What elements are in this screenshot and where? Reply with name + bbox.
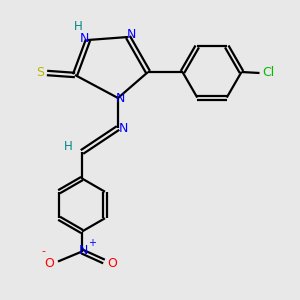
Text: N: N xyxy=(118,122,128,134)
Text: O: O xyxy=(107,257,117,270)
Text: H: H xyxy=(74,20,82,34)
Text: S: S xyxy=(36,65,44,79)
Text: Cl: Cl xyxy=(262,67,274,80)
Text: H: H xyxy=(64,140,72,152)
Text: N: N xyxy=(79,32,89,46)
Text: N: N xyxy=(115,92,125,106)
Text: N: N xyxy=(78,244,88,257)
Text: O: O xyxy=(44,257,54,270)
Text: N: N xyxy=(126,28,136,41)
Text: -: - xyxy=(41,247,45,256)
Text: +: + xyxy=(88,238,96,248)
